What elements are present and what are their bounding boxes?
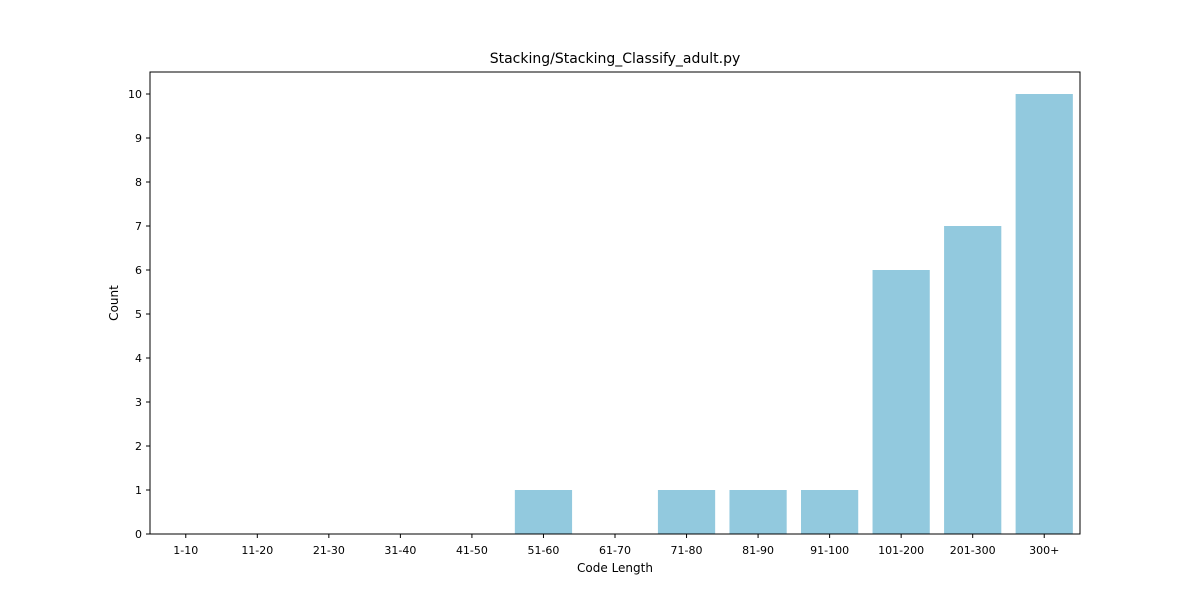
x-tick-label: 41-50 (456, 544, 488, 557)
x-tick-label: 300+ (1029, 544, 1059, 557)
x-tick-label: 71-80 (671, 544, 703, 557)
bar-91-100 (801, 490, 859, 534)
x-tick-label: 11-20 (241, 544, 273, 557)
bar-101-200 (872, 270, 930, 534)
y-tick-label: 5 (135, 308, 142, 321)
y-tick-label: 7 (135, 220, 142, 233)
x-tick-label: 61-70 (599, 544, 631, 557)
y-axis-label: Count (107, 285, 121, 321)
x-tick-label: 101-200 (878, 544, 924, 557)
x-axis-ticks: 1-10 11-20 21-30 31-40 41-50 51-60 61-70 71-80 8… (173, 534, 1059, 557)
y-tick-label: 10 (128, 88, 142, 101)
x-tick-label: 31-40 (384, 544, 416, 557)
x-tick-label: 51-60 (527, 544, 559, 557)
bar-201-300 (944, 226, 1002, 534)
x-tick-label: 1-10 (173, 544, 198, 557)
y-tick-label: 9 (135, 132, 142, 145)
x-tick-label: 21-30 (313, 544, 345, 557)
y-tick-label: 2 (135, 440, 142, 453)
y-tick-label: 6 (135, 264, 142, 277)
bar-81-90 (729, 490, 787, 534)
y-axis-ticks: 0 1 2 3 4 5 6 7 8 9 10 (128, 88, 150, 541)
x-tick-label: 91-100 (810, 544, 849, 557)
x-tick-label: 81-90 (742, 544, 774, 557)
y-tick-label: 3 (135, 396, 142, 409)
bar-71-80 (657, 490, 716, 534)
x-tick-label: 201-300 (950, 544, 996, 557)
bar-51-60 (514, 490, 573, 534)
y-tick-label: 4 (135, 352, 142, 365)
bars-group (514, 94, 1073, 534)
x-axis-label: Code Length (577, 561, 653, 575)
chart-title: Stacking/Stacking_Classify_adult.py (490, 51, 741, 67)
bar-300+ (1015, 94, 1073, 534)
plot-frame (149, 71, 1081, 535)
y-tick-label: 8 (135, 176, 142, 189)
y-tick-label: 1 (135, 484, 142, 497)
y-tick-label: 0 (135, 528, 142, 541)
